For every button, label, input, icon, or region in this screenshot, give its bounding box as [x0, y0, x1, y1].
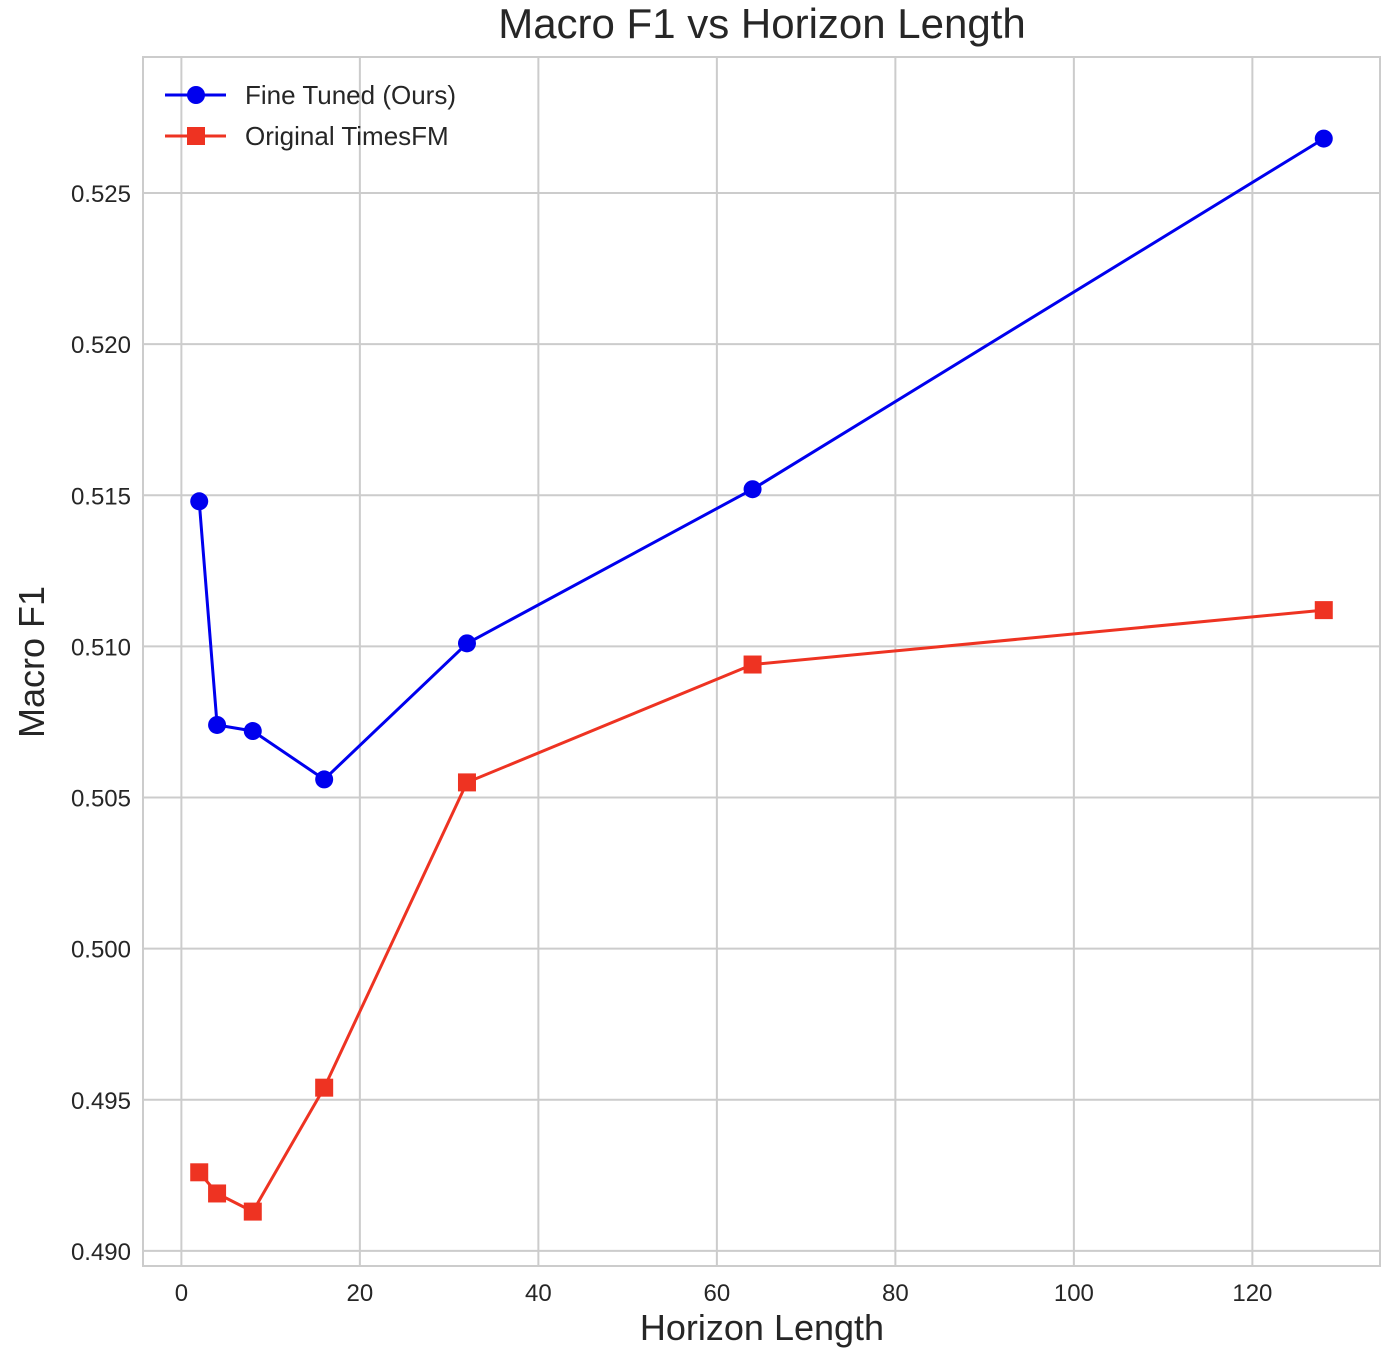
data-point-original — [190, 1163, 209, 1182]
data-point-original — [1314, 601, 1333, 620]
data-point-fine-tuned — [743, 480, 762, 499]
x-tick-label: 0 — [175, 1280, 188, 1307]
data-point-fine-tuned — [208, 715, 227, 734]
y-tick-label: 0.490 — [71, 1239, 131, 1266]
data-point-fine-tuned — [243, 722, 262, 741]
y-tick-label: 0.525 — [71, 181, 131, 208]
y-tick-label: 0.515 — [71, 483, 131, 510]
data-point-original — [743, 655, 762, 674]
y-tick-label: 0.510 — [71, 634, 131, 661]
data-point-original — [457, 773, 476, 792]
legend: Fine Tuned (Ours) Original TimesFM — [165, 80, 456, 151]
legend-marker-original — [187, 127, 205, 145]
data-point-original — [315, 1078, 334, 1097]
x-tick-label: 80 — [882, 1280, 909, 1307]
y-axis-label: Macro F1 — [11, 586, 52, 738]
data-point-original — [208, 1184, 227, 1203]
y-tick-label: 0.495 — [71, 1088, 131, 1115]
data-point-fine-tuned — [457, 634, 476, 653]
x-axis-label: Horizon Length — [640, 1307, 884, 1348]
x-tick-label: 20 — [347, 1280, 374, 1307]
legend-label-original: Original TimesFM — [245, 121, 449, 151]
x-tick-labels: 0 20 40 60 80 100 120 — [175, 1280, 1273, 1307]
data-point-fine-tuned — [190, 492, 209, 511]
grid-lines — [143, 57, 1380, 1266]
x-tick-label: 60 — [704, 1280, 731, 1307]
y-tick-label: 0.500 — [71, 937, 131, 964]
series-markers — [190, 129, 1333, 1221]
y-tick-labels: 0.490 0.495 0.500 0.505 0.510 0.515 0.520 0.525 — [71, 181, 131, 1266]
x-tick-label: 100 — [1054, 1280, 1094, 1307]
y-tick-label: 0.505 — [71, 786, 131, 813]
chart-title: Macro F1 vs Horizon Length — [498, 0, 1026, 47]
x-tick-label: 120 — [1232, 1280, 1272, 1307]
y-tick-label: 0.520 — [71, 332, 131, 359]
legend-marker-fine-tuned — [187, 86, 205, 104]
data-point-fine-tuned — [1314, 129, 1333, 148]
data-point-original — [243, 1202, 262, 1221]
data-point-fine-tuned — [315, 770, 334, 789]
x-tick-label: 40 — [525, 1280, 552, 1307]
legend-label-fine-tuned: Fine Tuned (Ours) — [245, 80, 456, 110]
